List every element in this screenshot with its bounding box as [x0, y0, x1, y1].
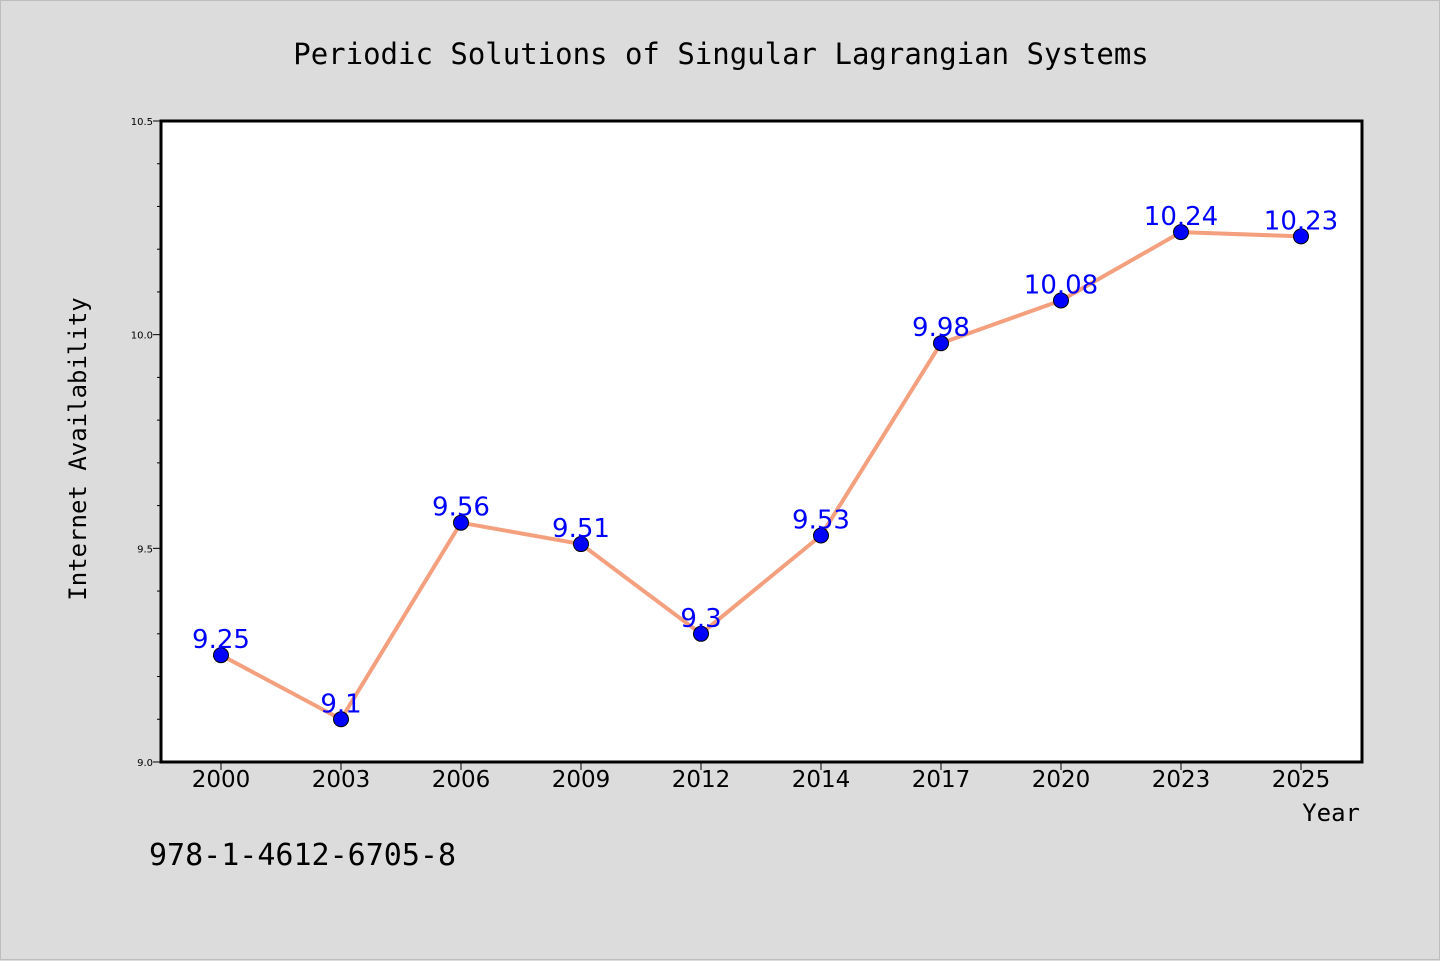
y-tick-label: 10.5 — [131, 117, 153, 128]
data-label: 9.3 — [680, 604, 721, 634]
data-point — [1053, 292, 1069, 309]
x-tick-label: 2006 — [432, 767, 491, 793]
x-tick-label: 2012 — [672, 767, 731, 793]
x-tick-label: 2020 — [1032, 767, 1091, 793]
y-tick-label: 10.0 — [131, 331, 153, 342]
data-point — [693, 625, 709, 642]
data-label: 9.51 — [552, 514, 610, 544]
data-point — [1173, 224, 1189, 241]
x-tick-label: 2014 — [792, 767, 851, 793]
data-label: 9.98 — [912, 313, 970, 343]
series-line-group: 9.25 9.1 9.56 9.51 9.3 9.53 9.98 10.08 10.24 10.2… — [192, 202, 1338, 728]
data-label: 9.53 — [792, 506, 850, 536]
x-tick-label: 2023 — [1152, 767, 1211, 793]
data-point — [453, 514, 469, 531]
data-point — [933, 335, 949, 352]
data-point — [1293, 228, 1309, 245]
x-axis-ticks: 2000 2003 2006 2009 2012 2014 2017 2020 2023 2025 — [192, 762, 1331, 793]
x-tick-label: 2000 — [192, 767, 251, 793]
plot-area — [159, 119, 1364, 764]
y-tick-label: 9.0 — [137, 758, 153, 769]
data-label: 10.23 — [1264, 206, 1338, 236]
data-label: 9.25 — [192, 625, 250, 655]
data-label: 10.08 — [1024, 270, 1098, 300]
y-axis-ticks: 9.0 9.5 10.0 10.5 — [131, 117, 161, 769]
y-minor-ticks — [157, 163, 161, 720]
series-line — [219, 230, 1303, 722]
data-point — [813, 527, 829, 544]
y-axis-label: Internet Availability — [64, 297, 92, 600]
x-tick-label: 2009 — [552, 767, 611, 793]
data-label: 9.56 — [432, 493, 490, 523]
isbn-label: 978-1-4612-6705-8 — [149, 838, 456, 873]
data-point — [333, 711, 349, 728]
x-axis-label: Year — [1302, 799, 1360, 827]
x-tick-label: 2003 — [312, 767, 371, 793]
data-point — [213, 647, 229, 664]
y-tick-label: 9.5 — [137, 544, 153, 555]
chart-title: Periodic Solutions of Singular Lagrangia… — [293, 37, 1149, 71]
data-label: 9.1 — [320, 689, 361, 719]
x-tick-label: 2025 — [1272, 767, 1331, 793]
data-label: 10.24 — [1144, 202, 1218, 232]
x-tick-label: 2017 — [912, 767, 971, 793]
data-point — [573, 536, 589, 553]
